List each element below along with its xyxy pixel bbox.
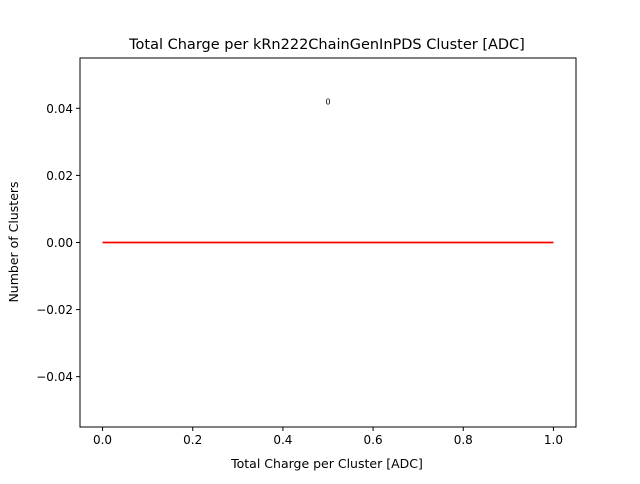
x-tick-label: 0.6 [364, 433, 383, 447]
y-tick-label: −0.02 [36, 303, 73, 317]
plot-area: 0 0.0 0.2 0.4 0.6 0.8 1.0 −0.04 −0.02 0.00 0.02 0.0… [36, 57, 577, 447]
x-tick-label: 0.4 [273, 433, 292, 447]
annotation-label: 0 [325, 98, 330, 107]
x-axis-label: Total Charge per Cluster [ADC] [230, 456, 423, 471]
y-tick-label: −0.04 [36, 370, 73, 384]
x-tick-label: 1.0 [544, 433, 563, 447]
x-tick-label: 0.2 [183, 433, 202, 447]
y-tick-label: 0.02 [46, 169, 73, 183]
x-tick-label: 0.8 [454, 433, 473, 447]
chart-title: Total Charge per kRn222ChainGenInPDS Clu… [128, 37, 525, 53]
x-tick-label: 0.0 [93, 433, 112, 447]
y-tick-label: 0.04 [46, 102, 73, 116]
y-tick-label: 0.00 [46, 236, 73, 250]
y-axis-label: Number of Clusters [6, 181, 21, 302]
